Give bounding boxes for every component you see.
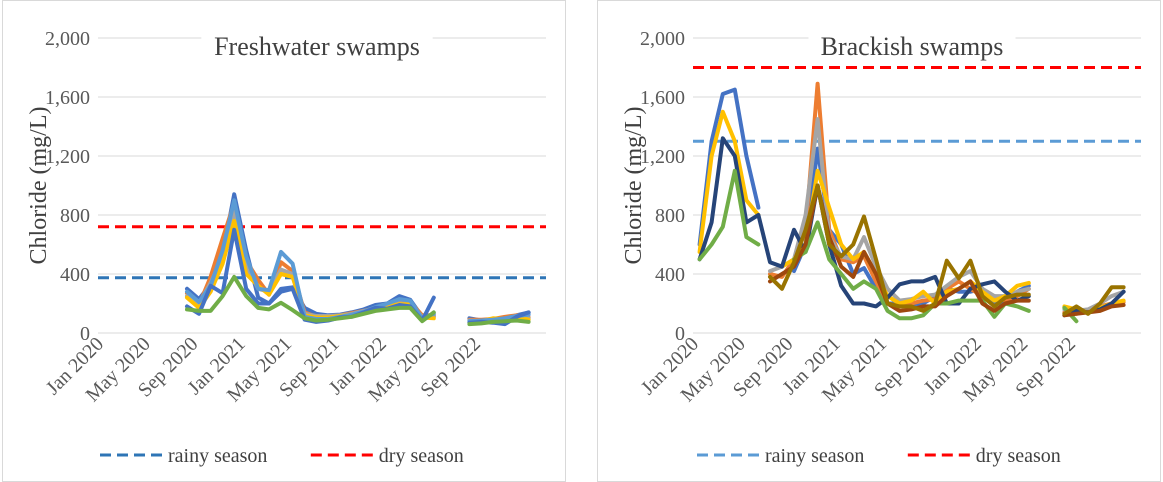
brackish-y-axis-label: Chloride (mg/L) (621, 107, 647, 265)
freshwater-y-tick-label: 1,200 (45, 146, 90, 168)
freshwater-y-tick-label: 1,600 (45, 87, 90, 109)
freshwater-y-tick-label: 0 (80, 323, 90, 345)
freshwater-series-line-7 (185, 274, 531, 327)
brackish-y-tick-label: 1,200 (640, 146, 685, 168)
freshwater-legend-label-dry: dry season (379, 445, 464, 467)
brackish-y-tick-label: 2,000 (640, 28, 685, 50)
freshwater-y-tick-label: 2,000 (45, 28, 90, 50)
freshwater-legend-label-rainy: rainy season (168, 445, 267, 467)
freshwater-y-axis-label: Chloride (mg/L) (26, 107, 52, 265)
brackish-series-line-8 (768, 183, 1126, 316)
brackish-y-tick-label: 0 (675, 323, 685, 345)
brackish-legend-label-dry: dry season (976, 445, 1061, 467)
brackish-y-tick-label: 1,600 (640, 87, 685, 109)
freshwater-y-tick-label: 400 (60, 264, 90, 286)
freshwater-chart-frame (2, 0, 566, 482)
freshwater-chart-title: Freshwater swamps (214, 32, 420, 61)
brackish-title-bg (808, 31, 1016, 65)
brackish-chart-frame (597, 0, 1161, 482)
brackish-legend-label-rainy: rainy season (765, 445, 864, 467)
freshwater-title-bg (201, 31, 433, 65)
freshwater-y-tick-label: 800 (60, 205, 90, 227)
brackish-y-tick-label: 400 (655, 264, 685, 286)
freshwater-chart-panel: 0 400 800 1,200 1,600 2,000 Jan 2020 May 2020 Se… (2, 0, 566, 482)
brackish-chart-title: Brackish swamps (821, 32, 1004, 61)
brackish-chart-panel: 0 400 800 1,200 1,600 2,000 Jan 2020 May 2020 Se… (597, 0, 1161, 482)
brackish-y-tick-label: 800 (655, 205, 685, 227)
